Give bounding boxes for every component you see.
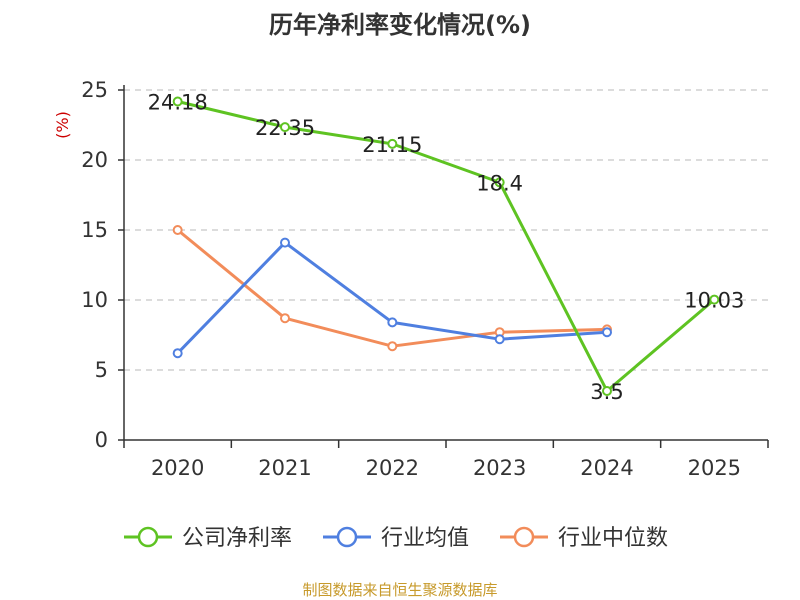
legend-label: 行业中位数 [558, 526, 668, 551]
data-label: 10.03 [684, 289, 744, 313]
y-tick-label: 25 [81, 78, 108, 102]
legend-item[interactable]: 行业中位数 [500, 526, 668, 551]
x-tick-label: 2020 [151, 456, 204, 480]
data-point[interactable] [387, 341, 398, 352]
legend-item[interactable]: 公司净利率 [124, 526, 292, 551]
data-point[interactable] [602, 327, 612, 338]
data-point[interactable] [494, 177, 505, 188]
data-label: 21.15 [362, 133, 422, 157]
data-point[interactable] [280, 237, 290, 248]
data-label: 22.35 [255, 116, 315, 140]
y-axis-label: (%) [53, 111, 72, 139]
y-tick-label: 0 [95, 428, 108, 452]
x-tick-label: 2025 [688, 456, 741, 480]
data-label: 24.18 [148, 90, 208, 114]
data-point[interactable] [172, 225, 183, 235]
series-layer [172, 96, 720, 396]
legend-swatch-marker [137, 526, 159, 548]
y-tick-label: 20 [81, 148, 108, 172]
chart-title: 历年净利率变化情况(%) [269, 11, 531, 39]
legend-item[interactable]: 行业均值 [323, 526, 469, 551]
y-tick-label: 5 [95, 358, 108, 382]
data-label: 3.5 [590, 380, 623, 404]
data-point[interactable] [494, 334, 505, 345]
data-point[interactable] [280, 313, 290, 324]
data-label: 18.4 [476, 171, 523, 195]
x-tick-label: 2021 [258, 456, 311, 480]
data-point[interactable] [387, 317, 398, 328]
legend[interactable]: 公司净利率 行业均值 行业中位数 [124, 526, 668, 551]
y-tick-label: 10 [81, 288, 108, 312]
grid-lines [124, 89, 768, 371]
x-tick-label: 2024 [580, 456, 633, 480]
data-point[interactable] [602, 386, 612, 396]
data-point[interactable] [709, 294, 720, 305]
data-labels: 24.18 22.35 21.15 18.4 3.5 10.03 [148, 90, 745, 404]
legend-swatch-marker [336, 526, 358, 548]
data-point[interactable] [387, 138, 398, 149]
data-point[interactable] [172, 348, 183, 359]
x-tick-label: 2023 [473, 456, 526, 480]
data-point[interactable] [172, 96, 183, 107]
x-tick-label: 2022 [366, 456, 419, 480]
legend-label: 公司净利率 [182, 526, 292, 551]
legend-swatch-marker [513, 526, 535, 548]
y-tick-label: 15 [81, 218, 108, 242]
series-line [177, 100, 716, 393]
legend-label: 行业均值 [381, 526, 469, 551]
source-note: 制图数据来自恒生聚源数据库 [302, 581, 497, 599]
series-line [176, 241, 608, 355]
data-point[interactable] [280, 122, 290, 133]
